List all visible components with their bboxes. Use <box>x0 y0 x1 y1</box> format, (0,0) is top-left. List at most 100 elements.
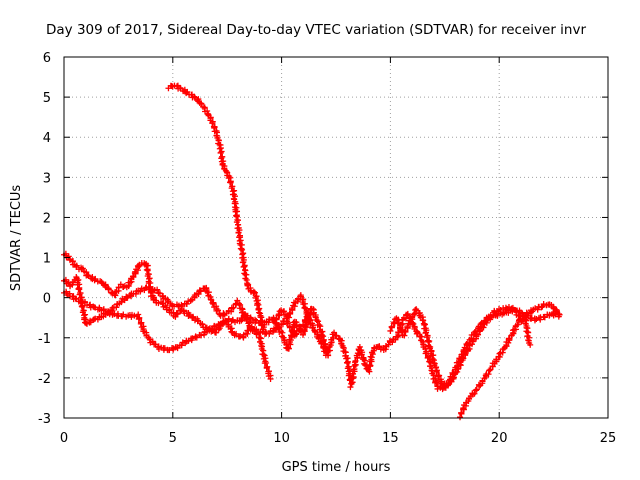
data-point <box>183 301 190 308</box>
data-point <box>185 313 192 320</box>
y-tick-label: -3 <box>38 412 51 427</box>
series-trace-c <box>61 288 315 354</box>
data-point <box>191 93 198 100</box>
series-trace-a <box>61 250 274 382</box>
y-tick-label: 6 <box>43 51 51 66</box>
data-point <box>365 366 372 373</box>
data-point <box>392 336 399 343</box>
data-point <box>129 273 136 280</box>
data-point <box>159 300 166 307</box>
data-point <box>115 284 122 291</box>
x-tick-label: 25 <box>600 431 617 446</box>
data-point <box>230 304 237 311</box>
y-tick-label: 5 <box>43 91 51 106</box>
data-point <box>105 308 112 315</box>
data-point <box>192 333 199 340</box>
series-trace-g <box>457 316 534 421</box>
data-point <box>228 308 235 315</box>
data-point <box>525 337 532 344</box>
y-tick-label: 4 <box>43 131 51 146</box>
data-point <box>514 321 521 328</box>
series-trace-d <box>165 82 267 333</box>
data-point <box>243 271 250 278</box>
data-point <box>554 307 561 314</box>
data-point <box>173 310 180 317</box>
axis-ticks: 0 5 10 15 20 25 -3 -2 -1 0 1 2 3 4 5 6 <box>38 51 616 446</box>
chart-title: Day 309 of 2017, Sidereal Day-to-day VTE… <box>46 22 586 38</box>
data-point <box>196 287 203 294</box>
data-point <box>450 370 457 377</box>
data-point <box>266 330 273 337</box>
data-point <box>78 294 85 301</box>
data-point <box>263 359 270 366</box>
data-point <box>493 356 500 363</box>
data-point <box>174 310 181 317</box>
data-point <box>299 331 306 338</box>
data-point <box>482 317 489 324</box>
x-axis-label: GPS time / hours <box>282 460 391 475</box>
data-point <box>473 386 480 393</box>
data-point <box>455 359 462 366</box>
data-point <box>263 365 270 372</box>
data-point <box>433 368 440 375</box>
x-tick-label: 20 <box>491 431 508 446</box>
x-tick-label: 15 <box>382 431 399 446</box>
data-point <box>285 319 292 326</box>
plot-frame <box>63 56 609 419</box>
data-point <box>216 321 223 328</box>
x-tick-label: 10 <box>273 431 290 446</box>
data-point <box>457 414 464 421</box>
data-point <box>528 314 535 321</box>
y-tick-label: 3 <box>43 171 51 186</box>
data-point <box>423 333 430 340</box>
data-point <box>267 375 274 382</box>
data-point <box>472 328 479 335</box>
data-point <box>237 333 244 340</box>
data-point <box>236 234 243 241</box>
data-point <box>486 367 493 374</box>
data-marks <box>61 82 563 421</box>
data-point <box>152 341 159 348</box>
data-point <box>217 149 224 156</box>
data-point <box>434 385 441 392</box>
data-point <box>347 384 354 391</box>
data-point <box>273 315 280 322</box>
series-trace-e <box>272 292 562 393</box>
data-point <box>207 296 214 303</box>
data-point <box>154 286 161 293</box>
data-point <box>296 325 303 332</box>
y-tick-label: 1 <box>43 252 51 267</box>
data-point <box>470 331 477 338</box>
data-point <box>250 288 257 295</box>
y-tick-label: 0 <box>43 292 51 307</box>
data-point <box>272 319 279 326</box>
data-point <box>458 351 465 358</box>
data-point <box>79 265 86 272</box>
data-point <box>458 409 465 416</box>
data-point <box>291 303 298 310</box>
data-point <box>136 316 143 323</box>
data-point <box>233 212 240 219</box>
data-point <box>214 307 221 314</box>
data-point <box>312 313 319 320</box>
data-point <box>238 314 245 321</box>
data-point <box>237 245 244 252</box>
data-point <box>76 286 83 293</box>
data-point <box>227 326 234 333</box>
data-point <box>143 266 150 273</box>
data-point <box>227 179 234 186</box>
data-point <box>240 263 247 270</box>
y-tick-label: -1 <box>38 332 51 347</box>
data-point <box>358 351 365 358</box>
data-point <box>506 335 513 342</box>
y-tick-label: 2 <box>43 211 51 226</box>
data-point <box>344 360 351 367</box>
data-point <box>423 329 430 336</box>
data-point <box>539 303 546 310</box>
data-point <box>199 320 206 327</box>
data-point <box>485 371 492 378</box>
data-point <box>333 332 340 339</box>
data-point <box>198 332 205 339</box>
data-point <box>414 329 421 336</box>
